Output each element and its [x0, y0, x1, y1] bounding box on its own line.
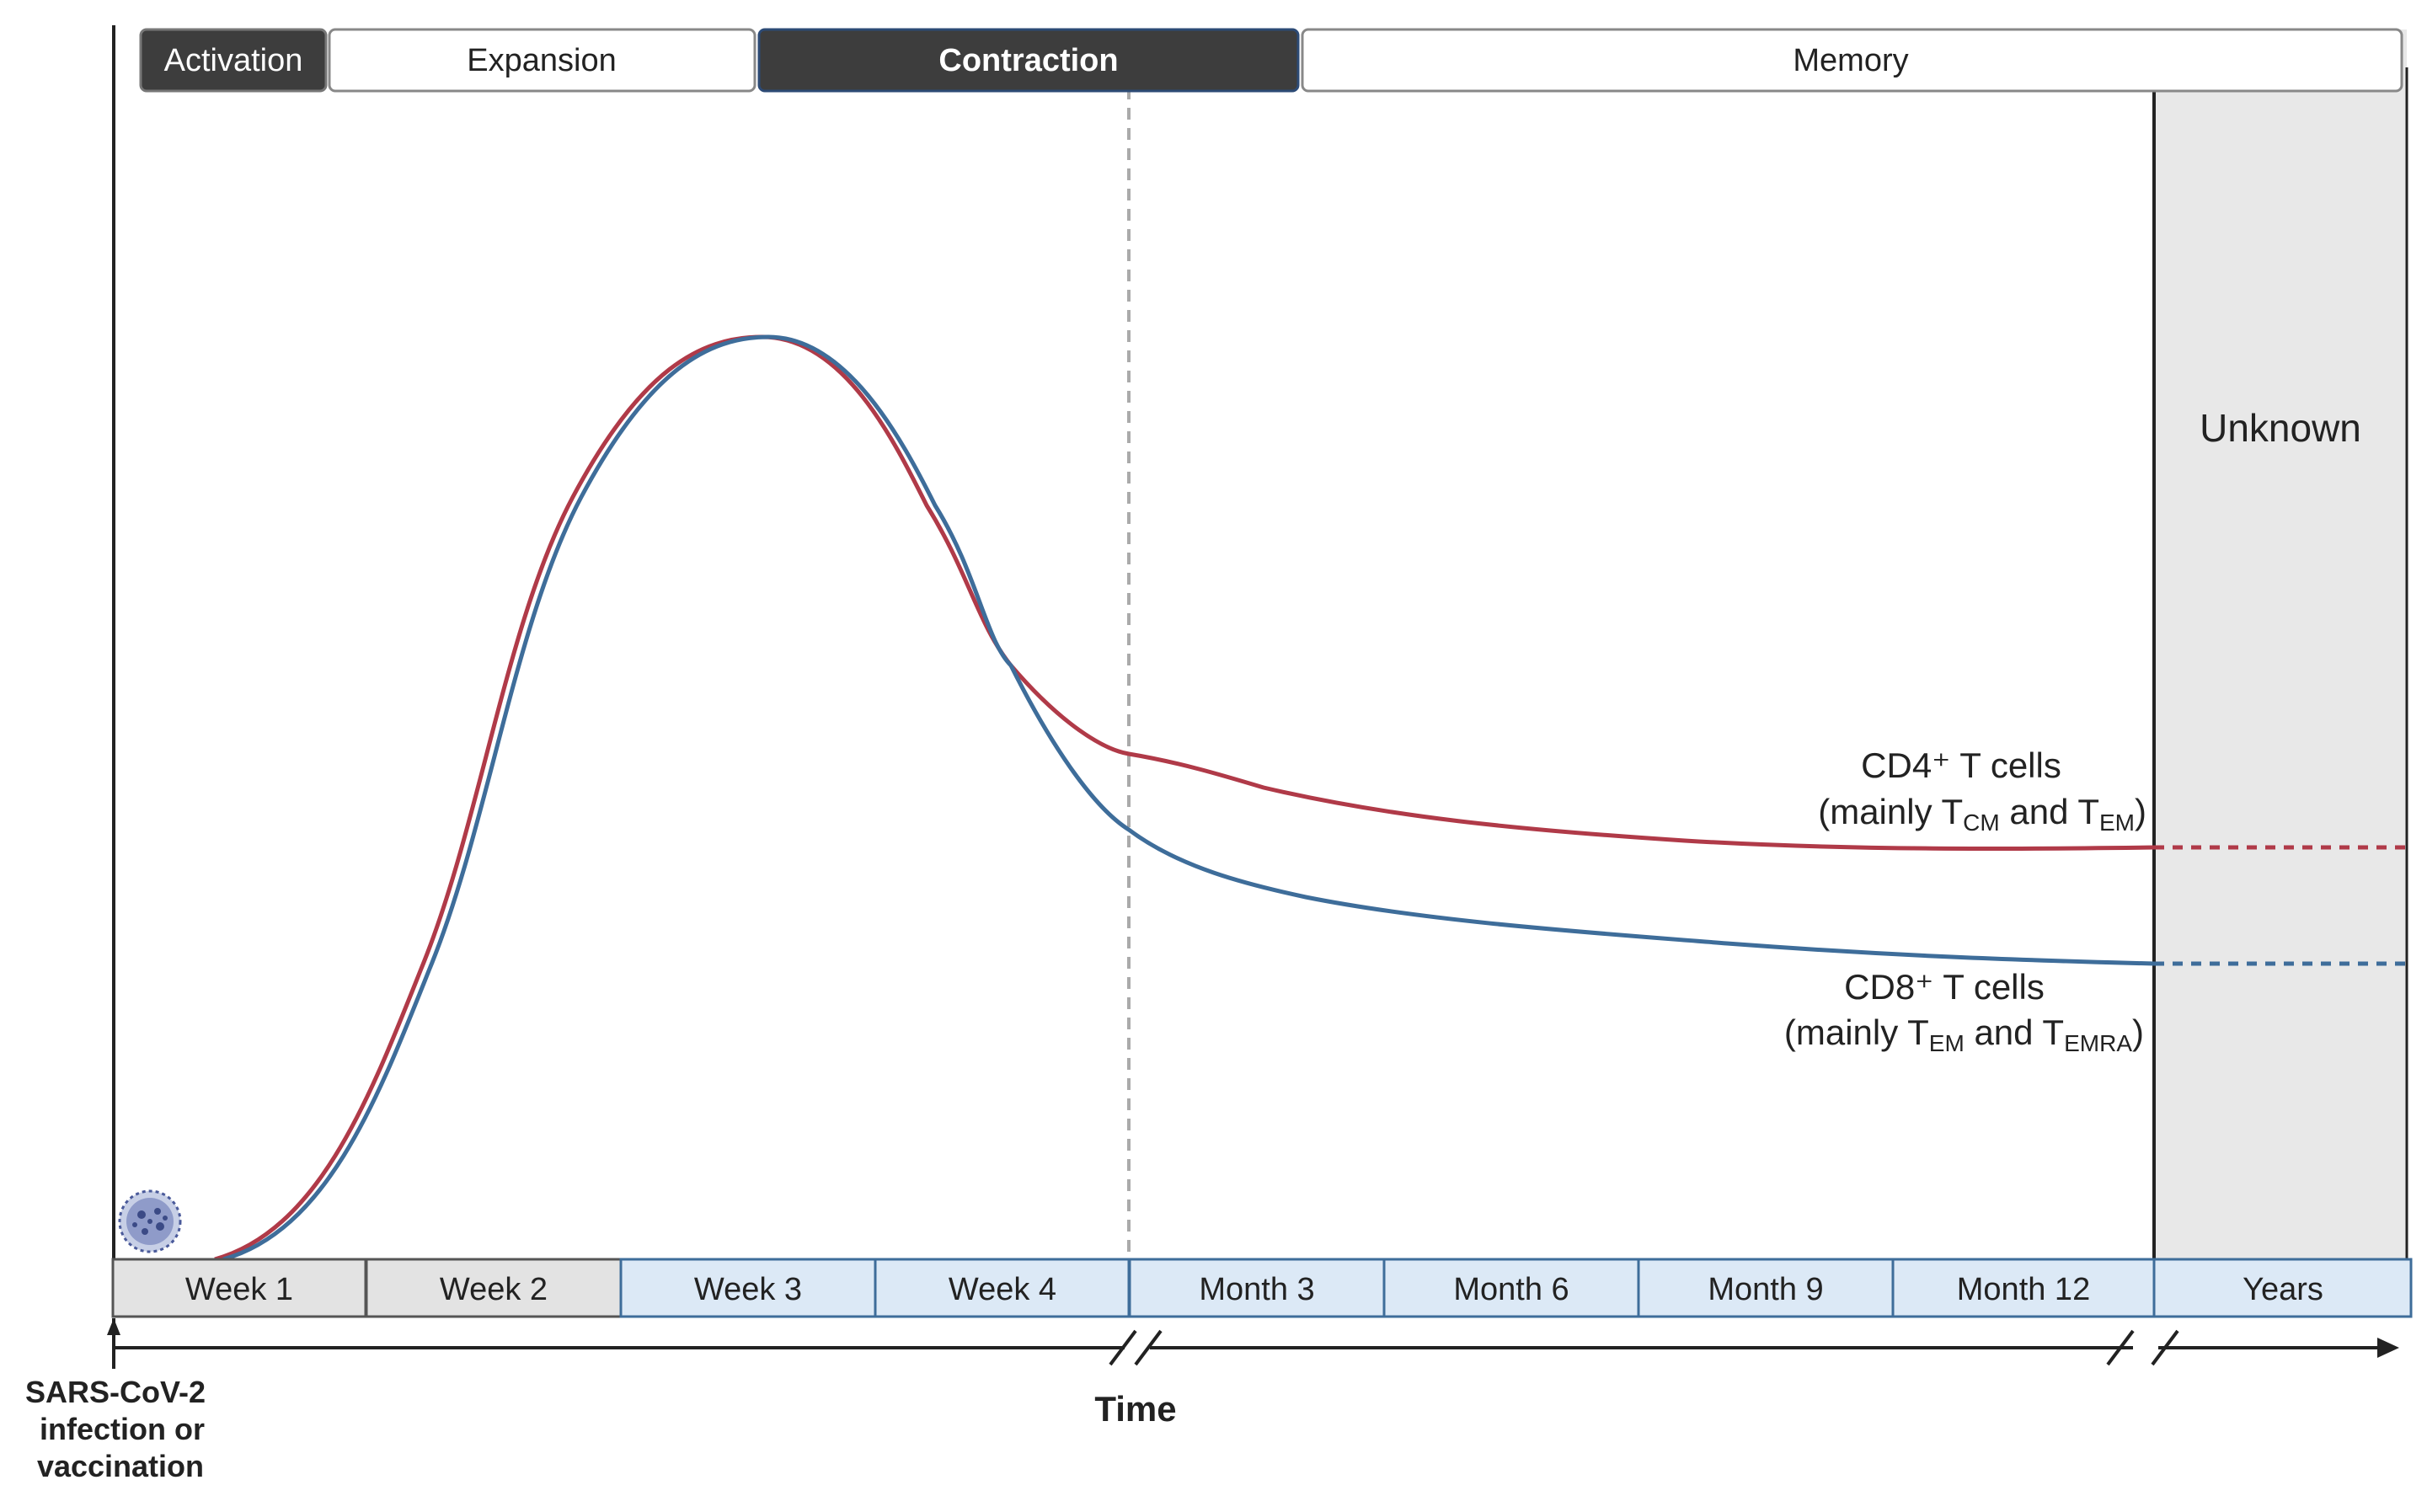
timeline-label-week4: Week 4 [949, 1272, 1056, 1307]
timeline-years [2152, 1258, 2413, 1318]
phase-memory [1301, 28, 2403, 93]
cd4-label-line2: (mainly TCM and TEM) [1818, 792, 2146, 836]
timeline-week4 [874, 1258, 1131, 1318]
timeline-label-month12: Month 12 [1957, 1272, 2090, 1307]
time-axis-label: Time [1094, 1389, 1176, 1429]
timeline-month6 [1382, 1258, 1640, 1318]
phase-bar: Activation Expansion Contraction Memory [139, 28, 2403, 93]
axis-break-2a [2106, 1329, 2135, 1366]
phase-label-activation: Activation [164, 43, 303, 78]
cd8-label-line1: CD8⁺ T cells [1844, 967, 2045, 1007]
timeline-label-month3: Month 3 [1199, 1272, 1314, 1307]
unknown-region [2154, 29, 2407, 1259]
phase-label-expansion: Expansion [467, 43, 616, 78]
time-axis-arrow-head [2377, 1338, 2399, 1358]
timeline-label-week3: Week 3 [694, 1272, 802, 1307]
cd8-label-line2: (mainly TEM and TEMRA) [1784, 1012, 2144, 1056]
axis-break-1a [1109, 1329, 1137, 1366]
cd4-curve [214, 334, 2155, 1262]
origin-arrow-head [107, 1318, 120, 1335]
phase-activation [139, 28, 328, 93]
origin-label: SARS-CoV-2 infection or vaccination [25, 1375, 206, 1483]
timeline-bar: Week 1 Week 2 Week 3 Week 4 Month 3 Mont… [111, 1258, 2413, 1318]
timeline-week1 [111, 1258, 367, 1318]
timeline-label-week2: Week 2 [440, 1272, 548, 1307]
timeline-week3 [619, 1258, 877, 1318]
timeline-month3 [1128, 1258, 1386, 1318]
cd8-curve [222, 334, 2155, 1262]
axis-break-2b [2151, 1329, 2179, 1366]
unknown-label: Unknown [2200, 406, 2361, 450]
timeline-label-month6: Month 6 [1453, 1272, 1569, 1307]
origin-label-line2: infection or [40, 1412, 205, 1446]
phase-contraction [757, 28, 1300, 93]
origin-label-line3: vaccination [37, 1449, 204, 1483]
timeline-month9 [1637, 1258, 1895, 1318]
phase-expansion [328, 28, 756, 93]
timeline-label-month9: Month 9 [1708, 1272, 1823, 1307]
timeline-week2 [365, 1258, 623, 1318]
cd4-label-line1: CD4⁺ T cells [1861, 745, 2061, 785]
virus-icon [118, 1189, 182, 1253]
cd8-label: CD8⁺ T cells (mainly TEM and TEMRA) [1784, 967, 2144, 1056]
origin-label-line1: SARS-CoV-2 [25, 1375, 206, 1409]
phase-label-contraction: Contraction [938, 43, 1118, 78]
cd4-label: CD4⁺ T cells (mainly TCM and TEM) [1818, 745, 2146, 836]
time-axis: Time [107, 1318, 2399, 1429]
timeline-label-years: Years [2243, 1272, 2323, 1307]
timeline-label-week1: Week 1 [185, 1272, 293, 1307]
phase-label-memory: Memory [1793, 43, 1908, 78]
axis-break-1b [1134, 1329, 1163, 1366]
